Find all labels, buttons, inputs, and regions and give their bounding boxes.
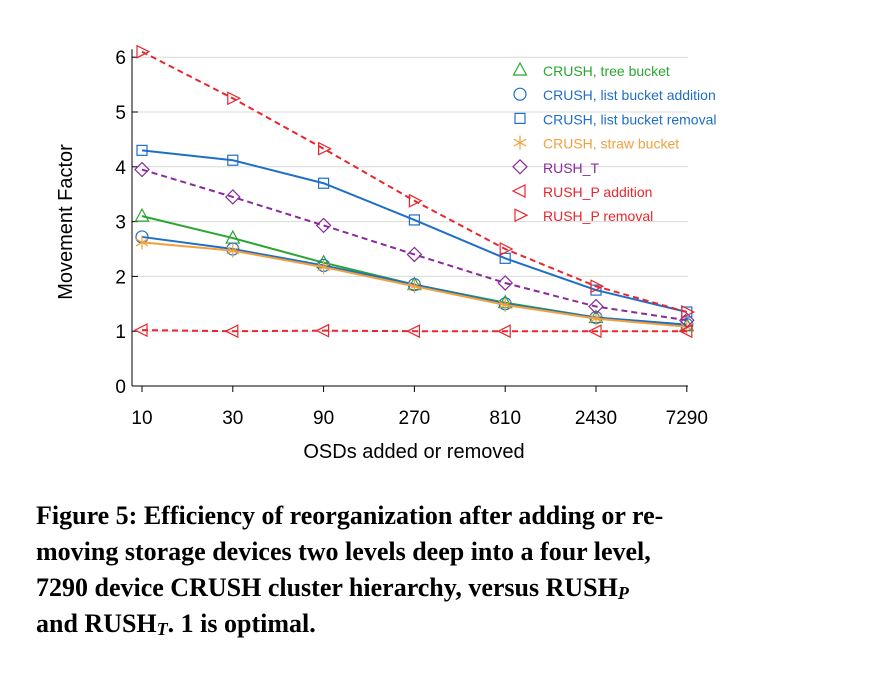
x-tick-label-30: 30 (222, 408, 243, 429)
data-point-4-4 (497, 275, 514, 291)
caption-line-4a: and RUSH (36, 609, 157, 638)
data-point-3-3 (408, 279, 421, 294)
legend-marker-5 (511, 184, 526, 198)
axes: 0 1 2 3 4 5 6 10 30 90 270 810 2430 7290 (115, 48, 708, 429)
legend-marker-3 (513, 135, 527, 150)
legend-label-2: CRUSH, list bucket removal (543, 111, 717, 127)
x-tick-label-10: 10 (131, 408, 152, 429)
figure-caption: Figure 5: Efficiency of reorganization a… (36, 498, 836, 642)
x-tick-label-2430: 2430 (575, 408, 617, 429)
legend-label-3: CRUSH, straw bucket (543, 136, 679, 152)
data-point-3-1 (226, 243, 240, 258)
y-tick-label-2: 2 (115, 267, 126, 288)
data-point-3-2 (317, 260, 330, 275)
data-point-2-3 (408, 214, 420, 226)
series-3 (135, 235, 694, 334)
legend-label-0: CRUSH, tree bucket (543, 63, 670, 79)
caption-line-3: 7290 device CRUSH cluster hierarchy, ver… (36, 573, 618, 602)
series-4 (134, 161, 695, 329)
series-line-6 (141, 50, 688, 313)
caption-subscript-p: P (617, 583, 629, 603)
y-tick-label-0: 0 (115, 377, 126, 398)
data-point-6-6 (681, 305, 696, 319)
data-point-4-1 (224, 189, 241, 205)
chart: 0 1 2 3 4 5 6 10 30 90 270 810 2430 7290 CRUSH, tree … (55, 44, 717, 463)
data-point-5-6 (678, 324, 693, 339)
data-point-2-2 (318, 177, 330, 189)
data-point-2-0 (136, 144, 148, 156)
data-point-6-1 (227, 91, 242, 106)
data-point-5-4 (496, 324, 511, 339)
data-point-4-2 (315, 217, 332, 234)
legend-marker-0 (512, 61, 528, 76)
data-point-5-2 (315, 323, 330, 338)
data-point-3-4 (498, 297, 512, 312)
data-point-6-0 (136, 44, 151, 59)
legend-marker-6 (514, 208, 529, 223)
legend-marker-4 (512, 158, 528, 175)
legend: CRUSH, tree bucket CRUSH, list bucket add… (511, 61, 717, 224)
legend-marker-2 (514, 112, 526, 125)
data-point-6-3 (408, 193, 423, 208)
data-point-0-0 (134, 207, 150, 222)
data-point-5-5 (587, 324, 602, 339)
legend-marker-1 (513, 87, 527, 101)
data-point-3-0 (135, 235, 149, 250)
data-point-5-0 (133, 323, 148, 338)
series-line-5 (141, 329, 687, 333)
legend-label-1: CRUSH, list bucket addition (543, 87, 716, 103)
legend-label-4: RUSH_T (543, 160, 599, 176)
caption-line-2: moving storage devices two levels deep i… (36, 537, 651, 566)
y-tick-label-3: 3 (115, 213, 126, 234)
data-point-6-2 (318, 141, 332, 156)
y-axis-title: Movement Factor (55, 144, 77, 300)
series-group (133, 44, 696, 339)
y-tick-label-4: 4 (115, 158, 126, 179)
y-tick-label-1: 1 (115, 322, 126, 343)
data-point-4-5 (588, 298, 604, 315)
y-tick-label-5: 5 (115, 103, 126, 124)
y-tick-label-6: 6 (115, 48, 126, 69)
caption-subscript-t: T (156, 619, 168, 639)
legend-label-5: RUSH_P addition (543, 184, 652, 200)
x-tick-label-90: 90 (313, 408, 334, 429)
data-point-6-4 (499, 242, 514, 256)
series-line-4 (141, 168, 687, 322)
x-tick-label-810: 810 (489, 408, 521, 429)
data-point-5-1 (224, 324, 239, 339)
data-point-2-4 (499, 252, 511, 264)
series-5 (133, 323, 693, 339)
data-point-2-1 (227, 154, 239, 166)
series-line-0 (141, 215, 687, 327)
caption-line-4b: . 1 is optimal. (167, 609, 316, 638)
data-point-5-3 (406, 324, 420, 339)
x-tick-label-7290: 7290 (666, 408, 708, 429)
data-point-4-0 (134, 161, 150, 178)
legend-label-6: RUSH_P removal (543, 208, 653, 224)
caption-line-1: Figure 5: Efficiency of reorganization a… (36, 501, 664, 530)
data-point-6-5 (590, 279, 605, 294)
series-6 (136, 44, 696, 319)
x-tick-label-270: 270 (399, 408, 431, 429)
series-0 (134, 207, 695, 332)
data-point-4-3 (406, 246, 423, 263)
x-axis-title: OSDs added or removed (303, 441, 524, 463)
